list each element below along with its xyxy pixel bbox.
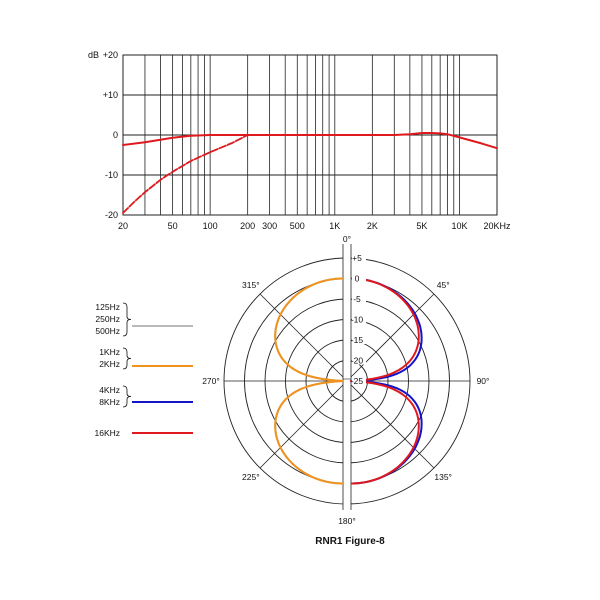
x-tick-label: 20 xyxy=(118,221,128,231)
legend-brace xyxy=(122,385,132,408)
x-tick-label: 5K xyxy=(416,221,427,231)
polar-angle-label: 0° xyxy=(343,234,351,244)
y-axis-label: dB xyxy=(88,50,99,60)
y-tick-label: +20 xyxy=(103,50,118,60)
polar-tick-label: -25 xyxy=(351,376,364,386)
legend-label: 16KHz xyxy=(94,428,120,438)
polar-angle-label: 45° xyxy=(437,280,450,290)
x-tick-label: 300 xyxy=(262,221,277,231)
plot-frame xyxy=(122,54,498,216)
polar-tick-bg xyxy=(352,273,366,283)
polar-tick-bg xyxy=(352,314,366,324)
legend-brace xyxy=(122,347,132,370)
polar-radial-line xyxy=(346,380,435,469)
legend-label: 250Hz xyxy=(95,314,120,324)
polar-angle-label: 90° xyxy=(477,376,490,386)
polar-angle-label: 270° xyxy=(202,376,220,386)
polar-tick-label: -20 xyxy=(351,356,364,366)
polar-tick-label: +5 xyxy=(352,253,362,263)
polar-tick-label: -10 xyxy=(351,315,364,325)
polar-tick-bg xyxy=(352,355,366,365)
legend-label: 8KHz xyxy=(99,397,120,407)
polar-tick-bg xyxy=(352,335,366,344)
x-tick-label: 10K xyxy=(451,221,467,231)
x-tick-label: 20KHz xyxy=(483,221,511,231)
y-tick-label: -20 xyxy=(105,210,118,220)
legend-label: 500Hz xyxy=(95,326,120,336)
polar-tick-label: 0 xyxy=(355,274,360,284)
legend-label: 4KHz xyxy=(99,385,120,395)
response-curve xyxy=(122,132,498,150)
polar-radial-line xyxy=(259,293,348,382)
legend-label: 1KHz xyxy=(99,347,120,357)
polar-axis-channel xyxy=(343,244,351,510)
polar-angle-label: 180° xyxy=(338,516,356,526)
polar-pattern-curve xyxy=(274,277,344,485)
x-tick-label: 500 xyxy=(290,221,305,231)
x-tick-label: 50 xyxy=(168,221,178,231)
x-tick-label: 200 xyxy=(240,221,255,231)
y-tick-label: -10 xyxy=(105,170,118,180)
polar-tick-label: -5 xyxy=(353,294,361,304)
polar-radial-line xyxy=(346,293,435,382)
polar-tick-bg xyxy=(352,294,366,303)
legend-label: 125Hz xyxy=(95,302,120,312)
x-tick-label: 1K xyxy=(329,221,340,231)
polar-angle-label: 225° xyxy=(242,472,260,482)
polar-tick-bg xyxy=(352,376,366,385)
legend-label: 2KHz xyxy=(99,359,120,369)
response-curve-dashed xyxy=(122,134,249,214)
polar-tick-label: -15 xyxy=(351,335,364,345)
legend-brace xyxy=(122,302,132,337)
x-tick-label: 2K xyxy=(367,221,378,231)
polar-tick-bg xyxy=(352,253,366,262)
y-tick-label: +10 xyxy=(103,90,118,100)
x-tick-label: 100 xyxy=(203,221,218,231)
caption: RNR1 Figure-8 xyxy=(315,536,385,547)
y-tick-label: 0 xyxy=(113,130,118,140)
polar-angle-label: 315° xyxy=(242,280,260,290)
polar-angle-label: 135° xyxy=(434,472,452,482)
polar-pattern-curve xyxy=(350,277,420,485)
polar-radial-line xyxy=(259,380,348,469)
